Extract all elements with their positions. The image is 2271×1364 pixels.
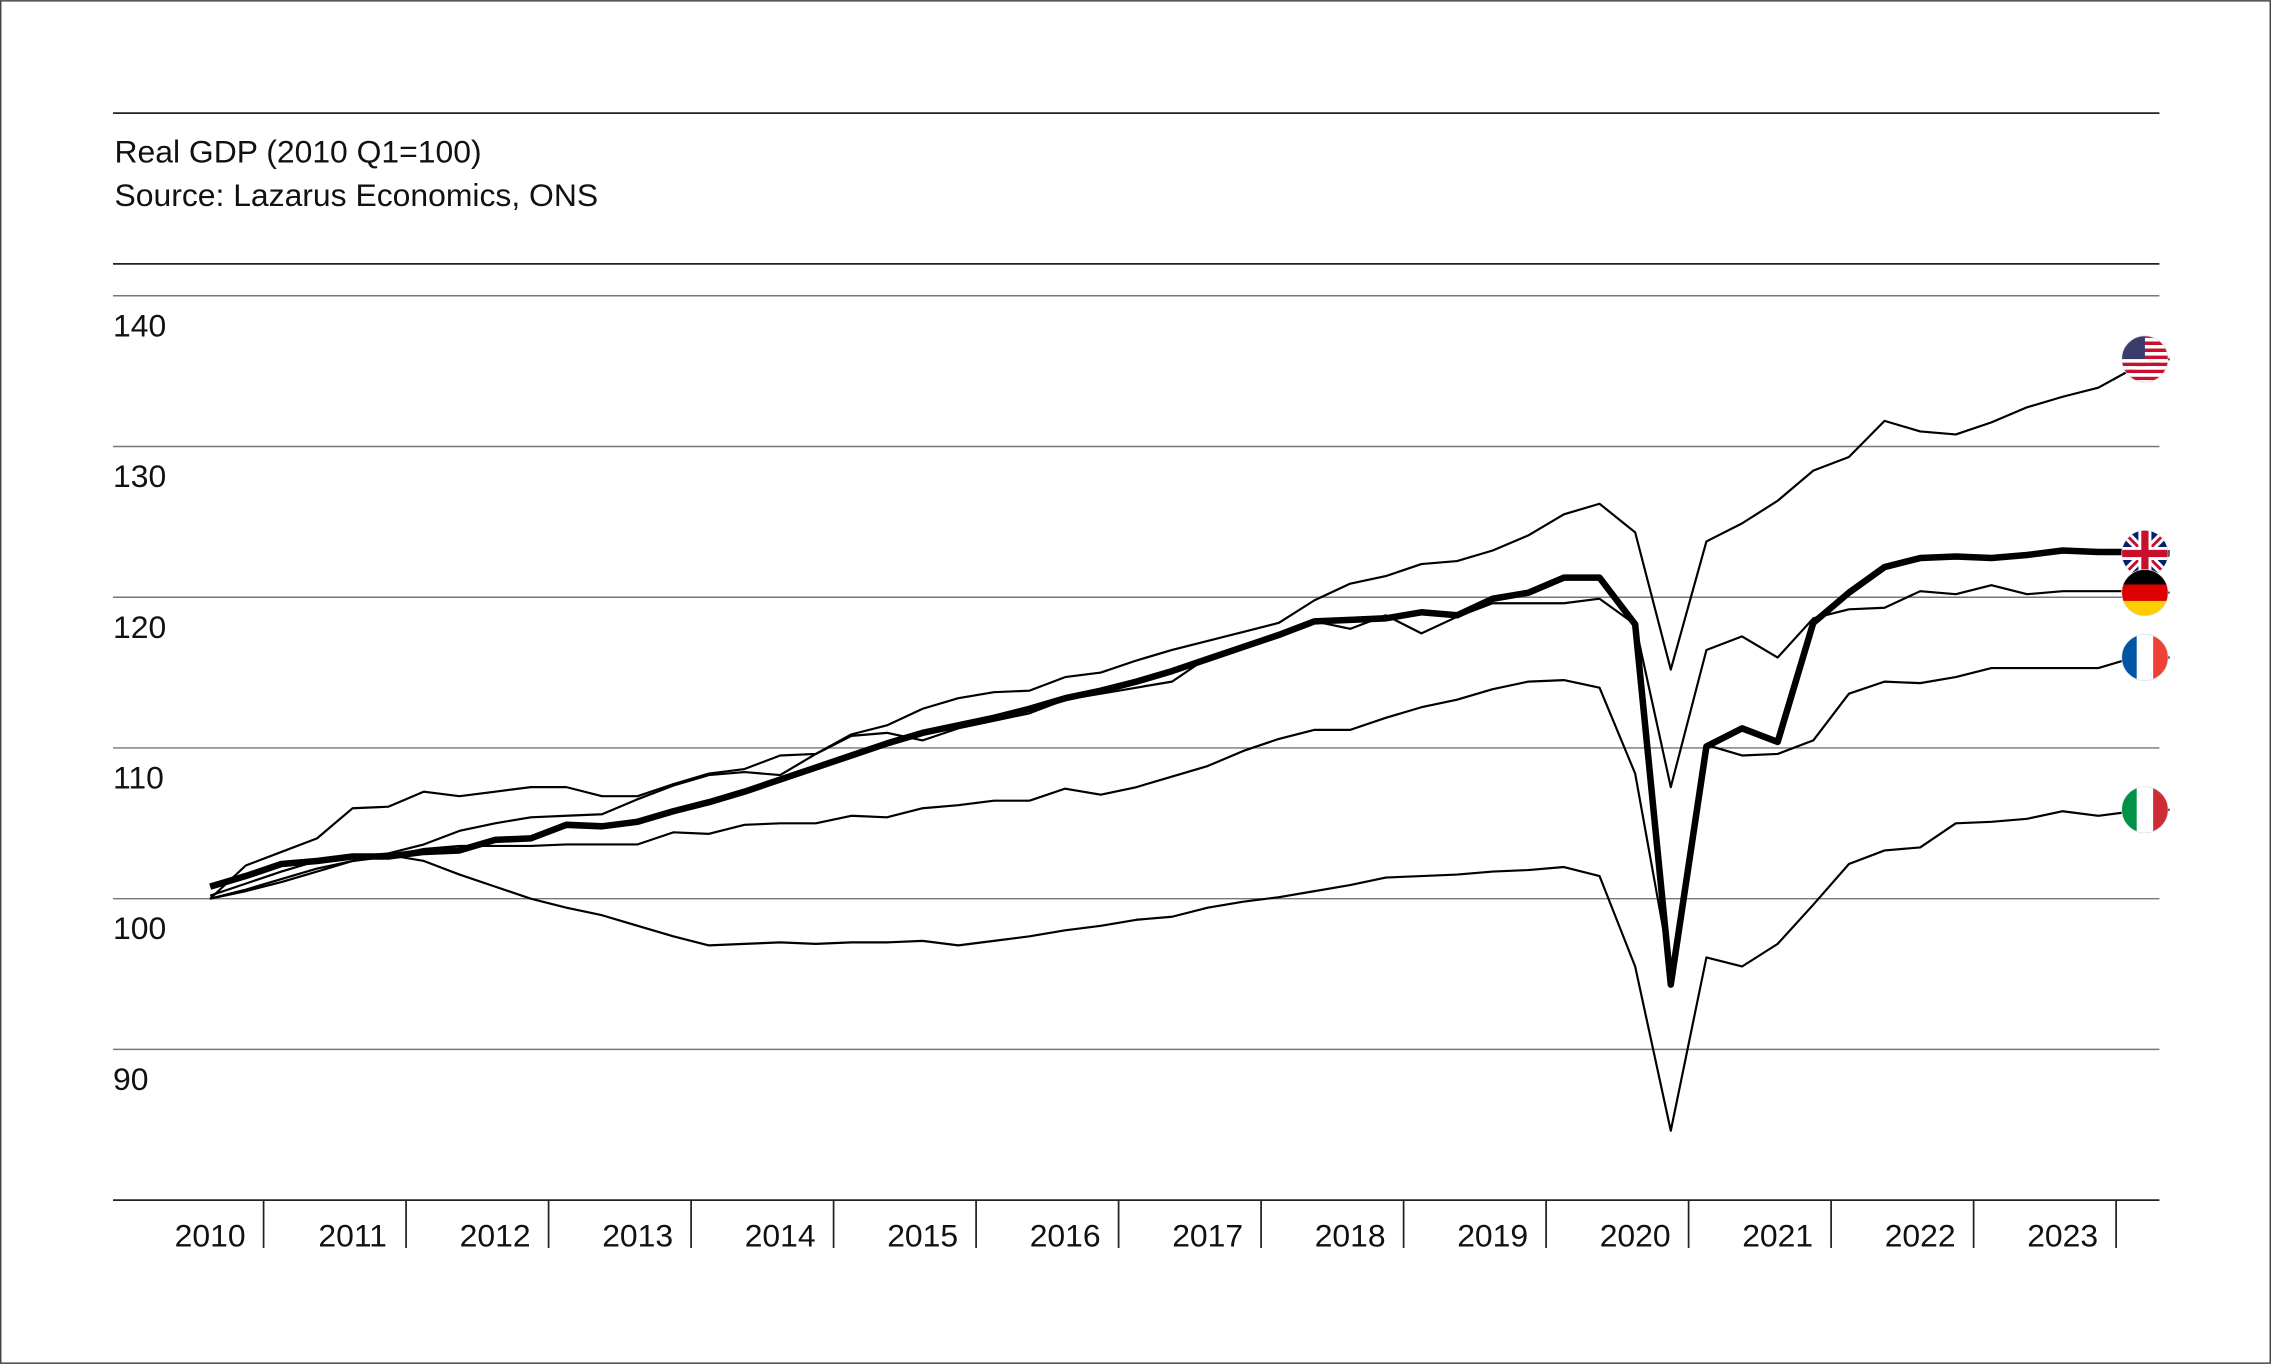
series-line: [209, 808, 2170, 1132]
x-tick-label: 2023: [2027, 1217, 2098, 1253]
x-tick-label: 2018: [1315, 1217, 1386, 1253]
series-flag: [2121, 786, 2169, 834]
series-line: [209, 547, 2170, 988]
series-line: [209, 656, 2170, 973]
x-tick-label: 2012: [460, 1217, 531, 1253]
series-line: [209, 584, 2170, 897]
series-flag: [2121, 569, 2169, 617]
series-flag: [2121, 335, 2169, 383]
series-line: [209, 358, 2170, 900]
y-tick-label: 100: [113, 910, 166, 946]
x-tick-label: 2013: [602, 1217, 673, 1253]
y-tick-label: 90: [113, 1061, 148, 1097]
x-tick-label: 2011: [318, 1217, 387, 1253]
x-tick-label: 2014: [745, 1217, 816, 1253]
y-tick-label: 140: [113, 307, 166, 343]
x-tick-label: 2020: [1600, 1217, 1671, 1253]
x-tick-label: 2016: [1030, 1217, 1101, 1253]
series-flag: [2121, 529, 2169, 578]
x-tick-label: 2022: [1885, 1217, 1956, 1253]
x-tick-label: 2019: [1457, 1217, 1528, 1253]
x-tick-label: 2017: [1172, 1217, 1243, 1253]
chart-subtitle: Source: Lazarus Economics, ONS: [114, 177, 598, 213]
chart-title: Real GDP (2010 Q1=100): [114, 133, 481, 169]
x-tick-label: 2015: [887, 1217, 958, 1253]
x-tick-label: 2021: [1742, 1217, 1813, 1253]
series-flag: [2121, 633, 2169, 682]
y-tick-label: 110: [113, 760, 164, 796]
y-tick-label: 120: [113, 609, 166, 645]
x-tick-label: 2010: [175, 1217, 246, 1253]
y-tick-label: 130: [113, 458, 166, 494]
